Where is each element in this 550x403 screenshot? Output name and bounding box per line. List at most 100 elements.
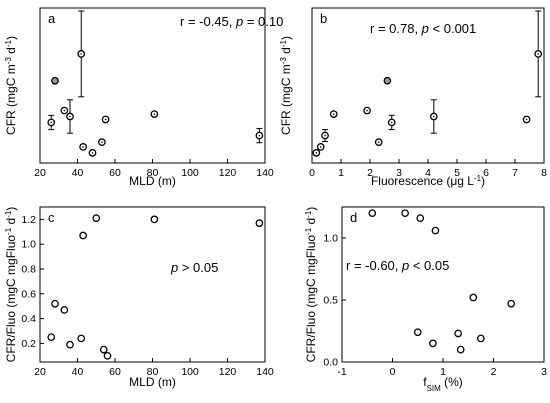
data-point	[60, 306, 69, 314]
plot-frame	[39, 206, 266, 363]
x-tick-label: 100	[181, 366, 199, 378]
data-point	[103, 351, 112, 360]
data-point	[77, 334, 86, 343]
y-axis-title: CFR/Fluo (mgC mgFluo-1 d-1)	[4, 207, 19, 363]
x-tick-label: 140	[256, 366, 274, 378]
x-axis-title: MLD (m)	[129, 174, 176, 188]
plot-frame	[341, 206, 545, 363]
x-tick-label: 3	[541, 366, 547, 378]
data-point	[255, 219, 264, 227]
y-axis-title: CFR (mgC m-3 d-1)	[4, 36, 19, 135]
y-tick-label: 1.0	[21, 239, 36, 251]
x-tick-label: 140	[256, 167, 274, 179]
data-point	[413, 328, 422, 337]
data-point	[431, 226, 440, 235]
x-tick-label: 20	[34, 167, 46, 179]
data-point-center	[315, 152, 318, 154]
stats-annotation: r = 0.78, p < 0.001	[370, 21, 476, 36]
x-tick-label: 120	[219, 366, 237, 378]
data-point-center	[104, 118, 107, 121]
data-point	[454, 329, 462, 338]
data-point	[150, 215, 159, 224]
x-tick-label: 80	[147, 167, 159, 179]
x-axis-title: fSIM (%)	[423, 375, 463, 393]
data-point	[51, 76, 59, 85]
x-tick-label: -1	[337, 366, 346, 378]
x-tick-label: 100	[181, 167, 199, 179]
y-tick-label: 0.5	[323, 295, 338, 307]
panel-a-cfr-vs-mld: 20 40 60 80 100 120 140 a r = -0.45, p = 0.10 MLD…	[4, 7, 283, 188]
data-point	[47, 333, 56, 342]
data-point-center	[50, 121, 53, 124]
data-point	[383, 76, 392, 85]
data-point-center	[63, 109, 66, 112]
x-tick-label: 1	[440, 366, 446, 378]
x-tick-label: 60	[109, 167, 121, 179]
y-tick-label: 0.4	[21, 313, 36, 325]
y-tick-label: 0.8	[21, 264, 36, 276]
data-point	[66, 340, 74, 349]
y-axis-title: CFR/Fluo (mgC mgFluo-1 d-1)	[304, 207, 319, 363]
panel-c-cfr-fluo-vs-mld: 20 40 60 80 100 120 140 0.2 0.4 0.6 0.8 1.0 1.2 c p > …	[4, 206, 274, 389]
x-tick-label: 60	[109, 366, 121, 378]
data-point-center	[324, 134, 326, 137]
data-point-center	[377, 141, 380, 143]
data-point	[456, 345, 465, 354]
data-point	[79, 231, 87, 240]
x-tick-label: 1	[338, 167, 344, 179]
x-tick-label: 20	[34, 366, 46, 378]
data-point-center	[525, 118, 528, 121]
data-point-center	[433, 115, 435, 118]
x-tick-label: 0	[390, 366, 396, 378]
data-point	[92, 214, 101, 223]
data-point	[368, 209, 377, 218]
y-tick-label: 0.6	[21, 288, 36, 300]
data-point-center	[390, 121, 393, 124]
y-tick-label: 0.0	[323, 357, 338, 369]
data-point-center	[153, 113, 156, 115]
x-tick-label: 0	[309, 167, 315, 179]
data-point-center	[537, 53, 539, 55]
data-point-center	[101, 141, 103, 143]
panel-label: c	[48, 210, 55, 225]
data-point-center	[69, 115, 71, 118]
data-point	[507, 299, 516, 308]
data-point	[51, 299, 59, 308]
x-tick-label: 2	[367, 167, 373, 179]
data-point-center	[332, 113, 335, 115]
data-point-center	[82, 146, 84, 148]
x-tick-label: 80	[147, 366, 159, 378]
data-point	[429, 339, 437, 348]
panel-label: b	[320, 11, 327, 26]
stats-annotation: r = -0.45, p = 0.10	[180, 14, 283, 29]
data-point-center	[366, 109, 368, 112]
panel-b-cfr-vs-fluorescence: 0 1 2 3 4 5 6 7 8 b r = 0.78, p < 0.001 Fluorescenc…	[279, 7, 547, 189]
x-tick-label: 8	[541, 167, 547, 179]
x-tick-label: 3	[396, 167, 402, 179]
x-tick-label: 4	[425, 167, 431, 179]
data-point	[477, 334, 485, 343]
stats-annotation: p > 0.05	[170, 260, 218, 275]
data-point	[469, 293, 478, 302]
plot-frame	[39, 7, 266, 164]
panel-label: d	[350, 210, 357, 225]
x-axis-title: Fluorescence (μg L-1)	[371, 174, 485, 189]
x-axis-title: MLD (m)	[129, 375, 176, 389]
data-point	[99, 345, 108, 354]
x-tick-label: 5	[454, 167, 460, 179]
y-axis-title: CFR (mgC m-3 d-1)	[279, 36, 294, 135]
x-tick-label: 2	[491, 366, 497, 378]
x-tick-label: 120	[219, 167, 237, 179]
panel-d-cfr-fluo-vs-fsim: -1 0 1 2 3 0.0 0.5 1.0 d r = -0.60, p < 0.05 fSIM …	[304, 206, 547, 393]
data-point	[416, 214, 425, 223]
x-tick-label: 40	[72, 167, 84, 179]
panel-label: a	[48, 11, 56, 26]
data-point-center	[319, 146, 322, 148]
y-tick-label: 0.2	[21, 338, 36, 350]
stats-annotation: r = -0.60, p < 0.05	[346, 258, 449, 273]
x-tick-label: 7	[512, 167, 518, 179]
y-tick-label: 1.2	[21, 214, 36, 226]
x-tick-label: 6	[483, 167, 489, 179]
data-point-center	[91, 152, 94, 154]
